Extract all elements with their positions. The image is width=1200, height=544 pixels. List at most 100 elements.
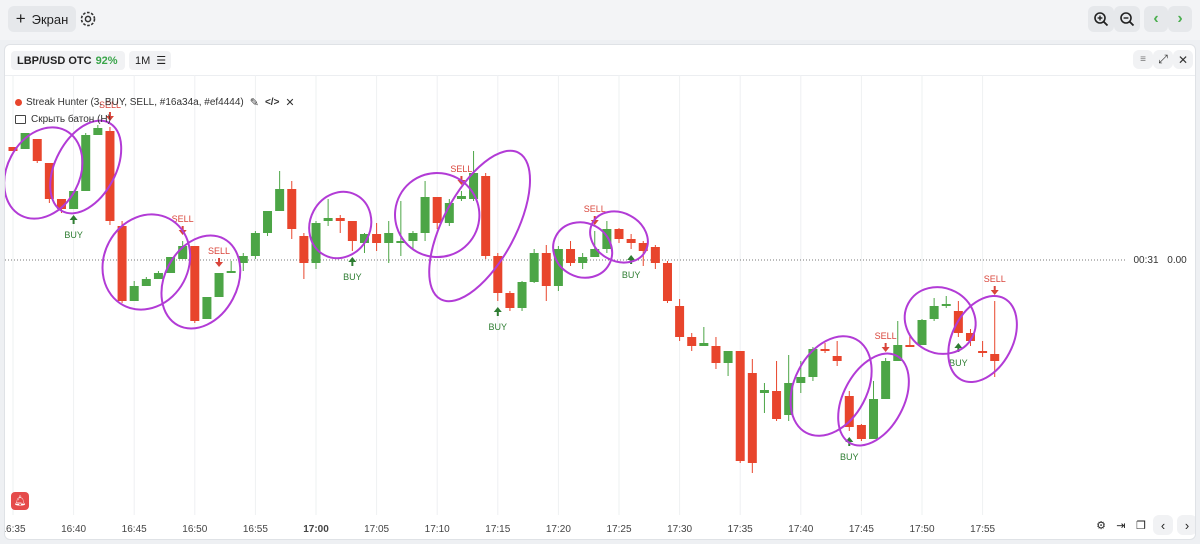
x-tick-label: 16:50 (182, 524, 207, 535)
close-chart-button[interactable]: ✕ (1173, 50, 1193, 69)
candle-body (153, 273, 163, 279)
buy-arrow-icon (954, 343, 963, 352)
code-icon[interactable]: </> (264, 97, 280, 108)
candle-body (190, 246, 200, 321)
candle-body (214, 273, 224, 297)
candle-body (638, 243, 648, 251)
candle-body (650, 247, 660, 263)
candle-body (905, 345, 915, 347)
chart-panel: LBP/USD OTC 92% ⌄ 1M ☰ ≡ ⤢ ✕ 16:3516:401… (4, 44, 1196, 540)
alert-button[interactable]: 🔔︎ (11, 492, 29, 510)
streak-ellipse (394, 171, 481, 259)
candle-body (263, 211, 273, 233)
scroll-left-button[interactable]: ‹ (1153, 515, 1173, 535)
candle-body (772, 391, 782, 419)
x-tick-label: 17:50 (909, 524, 934, 535)
buy-arrow-icon (627, 255, 636, 264)
candle-body (384, 233, 394, 243)
streak-ellipse (160, 234, 242, 330)
streak-ellipse (589, 210, 649, 264)
jump-to-end-icon[interactable]: ⇥ (1116, 519, 1126, 532)
settings-sliders-icon[interactable]: ⚙ (1096, 519, 1106, 532)
candle-body (311, 223, 321, 263)
candle-body (553, 249, 563, 286)
menu-icon: ☰ (156, 55, 167, 67)
x-tick-label: 17:25 (606, 524, 631, 535)
x-tick-label: 17:05 (364, 524, 389, 535)
candle-body (81, 135, 91, 191)
x-tick-label: 17:00 (303, 524, 329, 535)
candle-body (566, 249, 576, 263)
candle-body (893, 345, 903, 361)
candle-body (578, 257, 588, 263)
price-chart[interactable]: 16:35 16:40 16:45 16:50 16:55 17:00 17:05 17:10… (5, 45, 1196, 540)
bottom-controls: ⚙ ⇥ ❐ ‹ › (1093, 515, 1195, 535)
timeframe-selector[interactable]: 1M ☰ (129, 51, 171, 70)
candle-body (444, 203, 454, 223)
candle-body (323, 218, 333, 221)
copy-icon[interactable]: ❐ (1136, 519, 1146, 532)
chart-header: LBP/USD OTC 92% ⌄ 1M ☰ ≡ ⤢ ✕ (5, 45, 1195, 76)
x-tick-label: 16:55 (243, 524, 268, 535)
briefcase-icon (15, 115, 26, 124)
candle-body (432, 197, 442, 223)
candle-body (56, 199, 66, 209)
list-button[interactable]: ≡ (1133, 50, 1153, 69)
candle-body (105, 131, 115, 221)
candle-body (590, 249, 600, 257)
hide-buttons-row[interactable]: Скрыть батон (H) (15, 114, 111, 125)
pencil-icon[interactable]: ✎ (249, 97, 259, 109)
candle-body (456, 196, 466, 199)
candle-body (8, 147, 18, 151)
nav-forward-button[interactable]: › (1168, 6, 1192, 32)
candle-body (408, 233, 418, 241)
x-tick-label: 17:30 (667, 524, 692, 535)
candle-body (626, 239, 636, 243)
top-toolbar: + Экран ‹ › (0, 0, 1200, 40)
buy-signal-label: BUY (622, 270, 641, 280)
settings-button[interactable] (78, 9, 98, 29)
candle-body (469, 173, 479, 199)
streak-ellipse (903, 286, 977, 355)
sell-signal-label: SELL (984, 274, 1006, 284)
add-screen-button[interactable]: + Экран (8, 6, 76, 32)
buy-signal-label: BUY (949, 358, 968, 368)
candle-body (129, 286, 139, 301)
indicator-dot-icon (15, 99, 22, 106)
candle-body (93, 128, 103, 135)
buy-arrow-icon (493, 307, 502, 316)
candle-body (614, 229, 624, 239)
candle-body (990, 354, 1000, 361)
zoom-in-button[interactable] (1088, 6, 1114, 32)
nav-back-button[interactable]: ‹ (1144, 6, 1168, 32)
timeframe-label: 1M (135, 54, 151, 67)
add-screen-label: Экран (31, 11, 69, 27)
fullscreen-button[interactable]: ⤢ (1153, 50, 1173, 69)
bell-icon: 🔔︎ (13, 495, 27, 507)
sell-signal-label: SELL (172, 214, 194, 224)
scroll-right-button[interactable]: › (1177, 515, 1195, 535)
x-tick-label: 17:35 (728, 524, 753, 535)
candle-body (687, 337, 697, 346)
candle-body (844, 396, 854, 427)
candle-body (529, 253, 539, 282)
candle-body (505, 293, 515, 308)
streak-ellipse (5, 126, 84, 220)
zoom-out-button[interactable] (1114, 6, 1140, 32)
candle-body (917, 320, 927, 345)
sell-signal-label: SELL (875, 331, 897, 341)
candle-body (178, 246, 188, 259)
chevron-left-icon: ‹ (1153, 10, 1159, 27)
candle-body (481, 176, 491, 256)
close-icon[interactable]: ✕ (285, 97, 295, 109)
payout-value: 92% (95, 54, 118, 67)
candle-body (796, 377, 806, 383)
candle-body (420, 197, 430, 233)
candle-body (238, 256, 248, 263)
x-tick-label: 17:10 (425, 524, 450, 535)
x-tick-label: 17:20 (546, 524, 571, 535)
streak-ellipse (308, 190, 373, 260)
candle-body (759, 390, 769, 393)
plus-icon: + (15, 8, 26, 28)
sell-arrow-icon (215, 258, 224, 267)
